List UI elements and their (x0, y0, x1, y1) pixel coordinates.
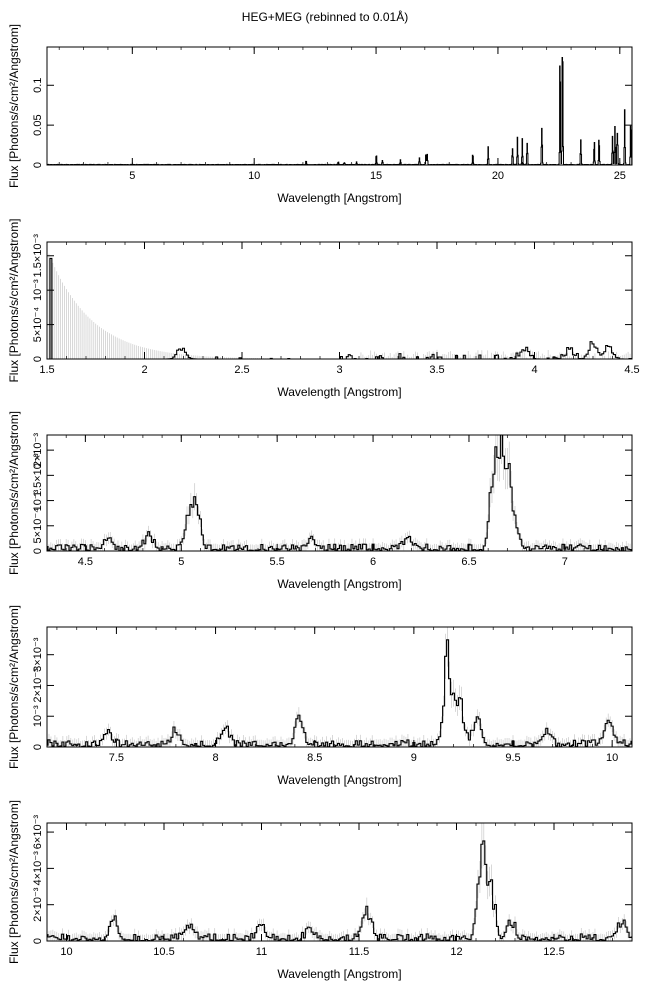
x-tick-label: 3.5 (429, 364, 444, 376)
plot-area (47, 823, 632, 941)
y-tick-label: 0.05 (32, 114, 44, 135)
spectrum-line (47, 840, 632, 941)
x-tick-label: 2 (141, 364, 147, 376)
x-tick-label: 8.5 (307, 752, 322, 764)
chart-panel-2: 1.5 2 2.5 3 3.5 4 4.5 0 5×10⁻⁴ 10⁻³1.5×10⁻³ Wavele… (7, 218, 640, 399)
x-axis-label: Wavelength [Angstrom] (277, 385, 401, 399)
y-tick-label: 0 (32, 162, 44, 168)
x-tick-label: 9 (411, 752, 417, 764)
spectrum-line (47, 257, 632, 359)
y-tick-label: 2×10⁻³ (32, 433, 44, 468)
y-tick-label: 10⁻³ (32, 279, 44, 301)
y-axis-label: Flux [Photons/s/cm²/Angstrom] (7, 411, 21, 575)
page-title: HEG+MEG (rebinned to 0.01Å) (241, 10, 409, 24)
x-tick-label: 5.5 (270, 556, 285, 568)
plot-frame (46, 46, 633, 166)
y-tick-label: 0 (32, 744, 44, 750)
x-tick-label: 4 (531, 364, 537, 376)
plot-area (47, 56, 632, 165)
y-axis-label: Flux [Photons/s/cm²/Angstrom] (7, 605, 21, 769)
x-tick-label: 10 (606, 752, 618, 764)
x-tick-label: 5 (129, 170, 135, 182)
error-bars (47, 248, 632, 359)
x-tick-label: 20 (492, 170, 504, 182)
y-tick-label: 1.5×10⁻³ (32, 453, 44, 497)
y-tick-label: 0 (32, 356, 44, 362)
plot-frame (46, 434, 633, 552)
x-tick-label: 5 (178, 556, 184, 568)
x-tick-label: 9.5 (505, 752, 520, 764)
x-tick-label: 6 (370, 556, 376, 568)
y-tick-label: 2×10⁻³ (32, 887, 44, 922)
y-tick-label: 10⁻³ (32, 489, 44, 511)
x-tick-label: 8 (212, 752, 218, 764)
y-tick-label: 0.1 (32, 78, 44, 93)
error-bars (47, 435, 632, 551)
y-tick-label: 3×10⁻³ (32, 637, 44, 672)
x-axis-label: Wavelength [Angstrom] (277, 773, 401, 787)
x-tick-label: 25 (614, 170, 626, 182)
x-axis-label: Wavelength [Angstrom] (277, 191, 401, 205)
x-tick-label: 10 (248, 170, 260, 182)
plot-frame (46, 241, 633, 360)
y-tick-label: 5×10⁻⁴ (32, 508, 44, 544)
y-tick-label: 1.5×10⁻³ (32, 234, 44, 278)
spectrum-line (47, 435, 632, 551)
x-tick-label: 1.5 (39, 364, 54, 376)
x-tick-label: 10 (60, 946, 72, 958)
x-tick-label: 2.5 (234, 364, 249, 376)
y-tick-label: 4×10⁻³ (32, 851, 44, 886)
x-tick-label: 12.5 (543, 946, 564, 958)
chart-panel-3: 4.5 5 5.5 6 6.5 7 0 5×10⁻⁴10⁻³1.5×10⁻³2×10⁻³ Wav… (7, 411, 633, 591)
x-tick-label: 7 (562, 556, 568, 568)
x-tick-label: 11.5 (349, 946, 370, 958)
chart-panel-1: 5 10 15 20 25 0 0.05 0.1 Wavelength [Angstrom] Fl… (7, 24, 633, 205)
x-tick-label: 4.5 (624, 364, 639, 376)
x-tick-label: 11 (256, 946, 267, 958)
x-tick-label: 6.5 (461, 556, 476, 568)
x-tick-label: 3 (336, 364, 342, 376)
y-axis-label: Flux [Photons/s/cm²/Angstrom] (7, 218, 21, 382)
x-tick-label: 7.5 (109, 752, 124, 764)
x-tick-label: 15 (370, 170, 382, 182)
plot-frame (46, 822, 633, 942)
y-tick-label: 10⁻³ (32, 705, 44, 727)
plot-area (47, 435, 632, 551)
error-bars (47, 627, 632, 747)
y-tick-label: 5×10⁻⁴ (32, 307, 44, 343)
x-tick-label: 12 (450, 946, 462, 958)
chart-panel-4: 7.5 8 8.5 9 9.5 10 0 10⁻³ 2×10⁻³3×10⁻³ Wavelength… (7, 605, 633, 787)
plot-area (47, 627, 632, 747)
plot-area (47, 248, 632, 359)
plot-frame (46, 626, 633, 748)
y-tick-label: 6×10⁻³ (32, 815, 44, 850)
y-tick-label: 0 (32, 938, 44, 944)
spectrum-line (47, 639, 632, 747)
x-axis-label: Wavelength [Angstrom] (277, 967, 401, 981)
y-tick-label: 2×10⁻³ (32, 668, 44, 703)
spectrum-line (47, 56, 632, 165)
y-tick-label: 0 (32, 548, 44, 554)
error-bars (47, 823, 632, 941)
x-tick-label: 4.5 (78, 556, 93, 568)
x-axis-label: Wavelength [Angstrom] (277, 577, 401, 591)
y-axis-label: Flux [Photons/s/cm²/Angstrom] (7, 24, 21, 188)
x-tick-label: 10.5 (153, 946, 174, 958)
y-axis-label: Flux [Photons/s/cm²/Angstrom] (7, 800, 21, 964)
chart-panel-5: 10 10.5 11 11.5 12 12.5 0 2×10⁻³4×10⁻³6×10⁻³ Wav… (7, 800, 633, 981)
